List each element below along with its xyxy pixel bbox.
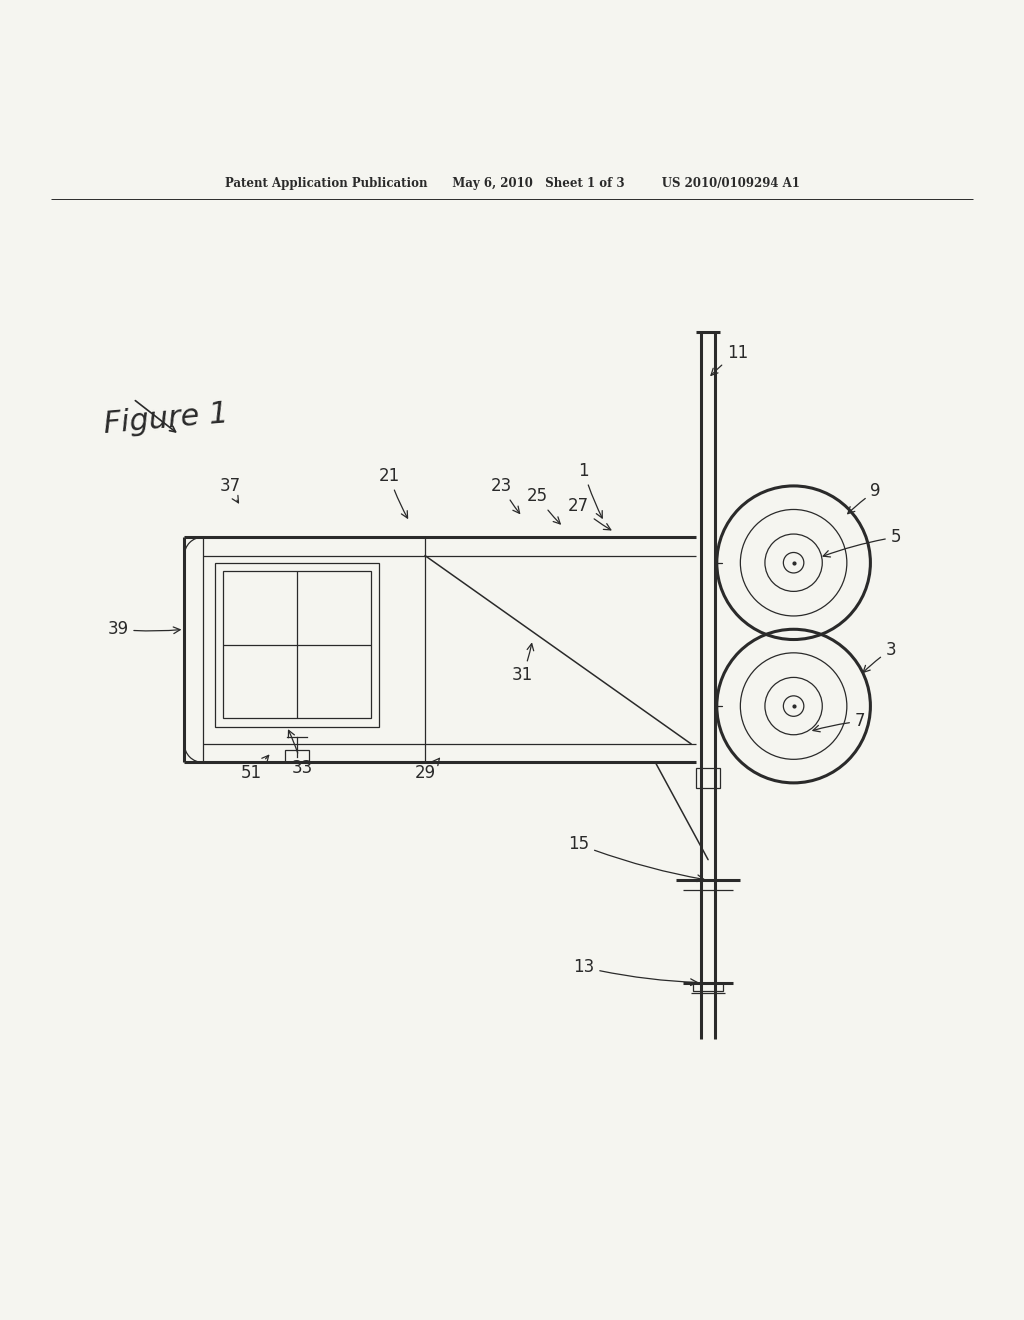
Text: 51: 51: [241, 755, 268, 781]
Text: 7: 7: [813, 713, 865, 731]
Bar: [215, 562, 379, 726]
Text: 1: 1: [579, 462, 602, 517]
Text: 9: 9: [848, 482, 881, 513]
Bar: [285, 750, 309, 763]
Text: Figure 1: Figure 1: [102, 400, 229, 440]
Text: 11: 11: [711, 343, 748, 375]
Text: 15: 15: [568, 836, 703, 882]
Bar: [696, 767, 720, 788]
Text: 31: 31: [512, 644, 534, 684]
Text: 39: 39: [108, 620, 180, 639]
Text: 13: 13: [573, 958, 697, 986]
Text: 27: 27: [568, 498, 610, 529]
Text: 37: 37: [220, 477, 241, 503]
Bar: [693, 982, 723, 991]
Text: 25: 25: [527, 487, 560, 524]
Text: 5: 5: [823, 528, 901, 557]
Text: 33: 33: [289, 730, 312, 776]
Bar: [223, 572, 371, 718]
Text: 23: 23: [492, 477, 519, 513]
Text: Patent Application Publication      May 6, 2010   Sheet 1 of 3         US 2010/0: Patent Application Publication May 6, 20…: [224, 177, 800, 190]
Text: 21: 21: [379, 467, 408, 519]
Text: 29: 29: [415, 758, 439, 781]
Text: 3: 3: [863, 640, 896, 672]
